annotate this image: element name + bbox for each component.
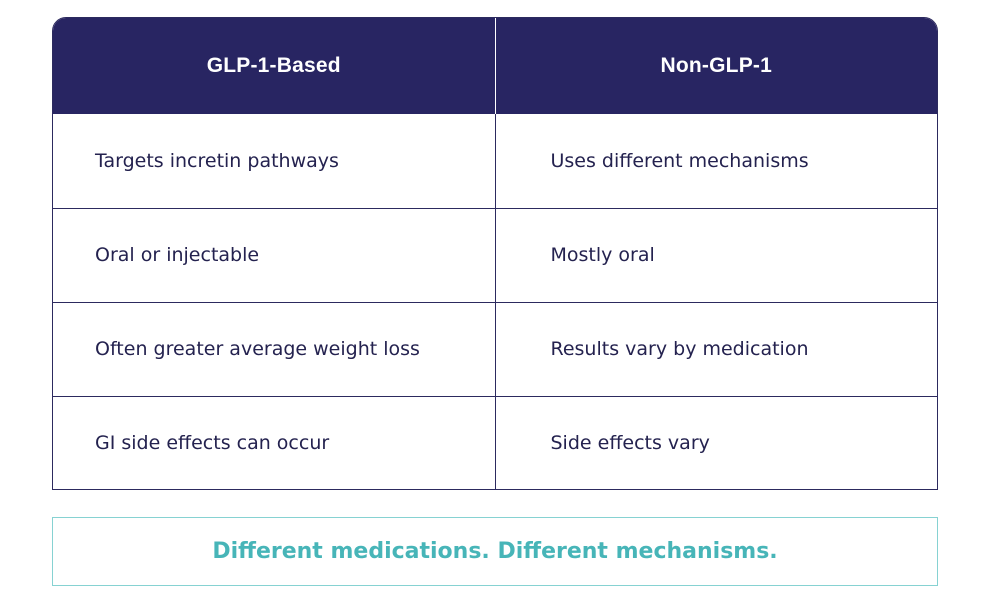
table-cell-glp1: GI side effects can occur: [53, 395, 495, 489]
table-row: Oral or injectable Mostly oral: [53, 207, 937, 302]
column-header-non-glp1: Non-GLP-1: [494, 18, 937, 114]
column-header-glp1: GLP-1-Based: [53, 18, 495, 114]
comparison-table-card: GLP-1-Based Non-GLP-1 Targets incretin p…: [52, 17, 938, 490]
table-header-row: GLP-1-Based Non-GLP-1: [53, 18, 937, 114]
comparison-table: GLP-1-Based Non-GLP-1 Targets incretin p…: [53, 18, 937, 489]
tagline-text: Different medications. Different mechani…: [212, 539, 778, 564]
table-row: Targets incretin pathways Uses different…: [53, 114, 937, 208]
table-cell-glp1: Oral or injectable: [53, 207, 495, 302]
table-cell-non-glp1: Uses different mechanisms: [494, 114, 937, 208]
table-cell-non-glp1: Side effects vary: [494, 395, 937, 489]
table-cell-non-glp1: Mostly oral: [494, 207, 937, 302]
table-cell-glp1: Often greater average weight loss: [53, 301, 495, 396]
table-cell-glp1: Targets incretin pathways: [95, 149, 339, 172]
table-cell-non-glp1: Results vary by medication: [494, 301, 937, 396]
table-row: Often greater average weight loss Result…: [53, 301, 937, 396]
tagline-banner: Different medications. Different mechani…: [52, 517, 938, 586]
table-row: GI side effects can occur Side effects v…: [53, 395, 937, 489]
